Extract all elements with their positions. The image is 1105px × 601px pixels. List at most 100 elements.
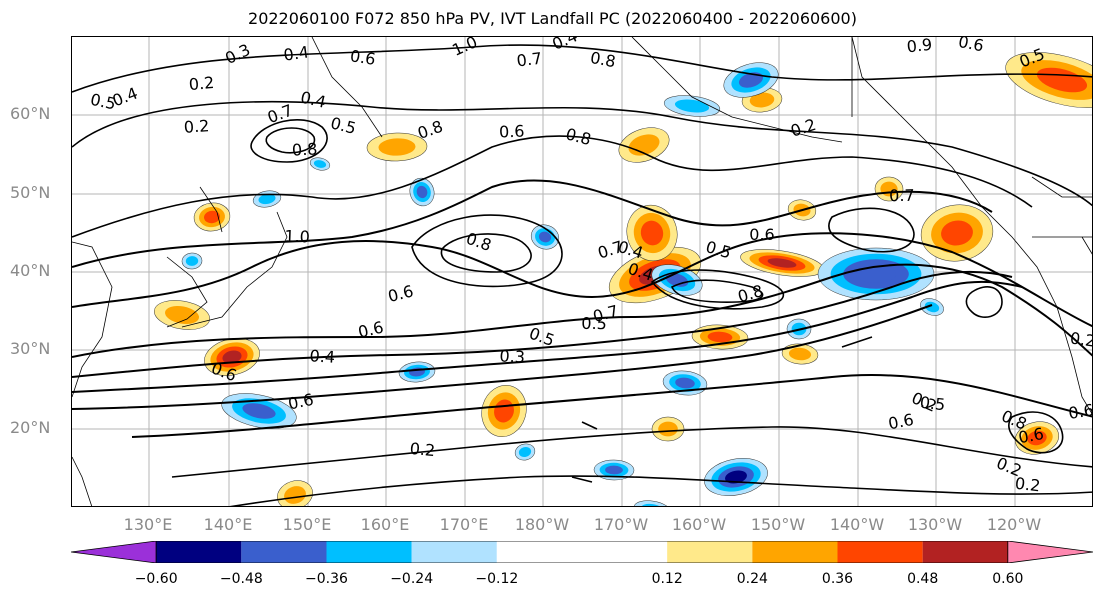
ivt-shade-patch — [222, 350, 242, 364]
pv-contour — [265, 127, 316, 154]
colorbar-segment — [922, 541, 1008, 563]
ivt-shade-patch — [258, 193, 276, 205]
ivt-shade-patch — [538, 231, 552, 243]
contour-label: 0.2 — [1014, 474, 1042, 496]
contour-label: 0.8 — [292, 139, 318, 159]
contour-label: 0.5 — [89, 90, 118, 114]
ivt-shade-patch — [518, 447, 532, 457]
pv-contour — [229, 475, 1092, 506]
colorbar-tick-label: −0.48 — [219, 571, 263, 587]
coastline-path — [1031, 176, 1092, 255]
colorbar-segment — [156, 541, 242, 563]
pv-contour — [72, 280, 1023, 393]
pv-contour — [72, 135, 1033, 238]
map-canvas[interactable]: 0.3 0.4 0.6 1.0 0.7 0.80.4 0.9 0.60.50.20.50.40… — [72, 37, 1093, 507]
pv-contour — [72, 101, 1092, 207]
pv-contour — [411, 214, 563, 288]
pv-contour — [72, 270, 1013, 378]
pv-contour — [72, 232, 1092, 328]
contour-label: 0.2 — [188, 73, 215, 94]
pv-contour — [571, 336, 873, 483]
coastline-path — [199, 186, 223, 233]
ivt-shade-patch — [674, 99, 710, 113]
colorbar-segment — [752, 541, 838, 563]
lon-label: 180°W — [514, 515, 570, 534]
ivt-shade-patch — [941, 220, 973, 246]
pv-contour — [1008, 411, 1064, 454]
colorbar-segment — [326, 541, 412, 563]
pv-contour — [72, 179, 993, 268]
colorbar-tick-label: −0.36 — [305, 571, 348, 587]
lon-label: 170°W — [593, 515, 649, 534]
lat-label: 40°N — [10, 261, 51, 280]
coastline-path — [631, 37, 843, 143]
coastline-path — [181, 211, 288, 328]
contour-label: 0.2 — [788, 115, 818, 141]
colorbar-segment — [667, 541, 753, 563]
contour-label: 0.8 — [564, 124, 594, 149]
contour-label: 0.8 — [464, 229, 494, 255]
colorbar-tick-label: −0.24 — [390, 571, 434, 587]
colorbar-extend-right — [1007, 541, 1093, 563]
ivt-shade-patch — [640, 220, 664, 246]
pv-contour — [670, 279, 764, 303]
pv-contour — [828, 207, 915, 253]
colorbar-tick-label: −0.60 — [134, 571, 178, 587]
colorbar-segment — [496, 541, 668, 563]
lon-label: 140°E — [203, 515, 253, 534]
coastline-path — [851, 37, 1092, 238]
pv-contour — [171, 426, 1092, 478]
contour-label: 0.6 — [286, 390, 315, 414]
coastline-path — [72, 456, 93, 506]
lon-label: 170°E — [439, 515, 489, 534]
lat-label: 60°N — [10, 104, 51, 123]
coastline-path — [851, 37, 1092, 415]
lon-label: 130°W — [907, 515, 963, 534]
pv-contour — [131, 374, 1092, 438]
ivt-shade-patch — [242, 403, 276, 419]
contour-label: 0.6 — [1017, 424, 1045, 447]
coastlines — [72, 37, 1092, 506]
ivt-shade-patch — [164, 306, 200, 324]
lat-label: 30°N — [10, 339, 51, 358]
ivt-shade-patch — [767, 258, 797, 268]
colorbar-segment — [411, 541, 497, 563]
ivt-shade-patch — [855, 265, 897, 283]
ivt-shade-patch — [416, 185, 428, 199]
contour-label: 0.2 — [183, 116, 210, 137]
contour-label: 0.7 — [591, 301, 621, 326]
ivt-shade-patch — [788, 347, 812, 361]
colorbar-tick-label: 0.48 — [907, 571, 939, 587]
coastline-path — [72, 241, 113, 398]
contour-label: 0.2 — [1069, 328, 1093, 350]
contour-label: 0.7 — [265, 101, 295, 128]
lon-label: 160°W — [671, 515, 727, 534]
contour-label: 0.6 — [386, 281, 415, 306]
ivt-shade-patch — [707, 331, 733, 343]
contour-label: 0.6 — [957, 37, 986, 55]
map-panel[interactable]: 0.3 0.4 0.6 1.0 0.7 0.8 0.4 0.9 0.6 0.5 0.2 0.5 0.4 0… — [71, 36, 1093, 507]
contour-label: 0.3 — [222, 40, 253, 68]
ivt-shade-patch — [633, 500, 671, 506]
colorbar-tick-label: 0.24 — [736, 571, 768, 587]
coastline-path — [166, 256, 208, 328]
colorbar-tick-label: −0.12 — [475, 571, 519, 587]
coastline-path — [311, 37, 383, 138]
ivt-shade-patch — [738, 72, 764, 88]
contour-label: 0.4 — [549, 37, 580, 54]
pv-contour — [965, 286, 1003, 318]
contour-label: 0.8 — [589, 48, 617, 71]
ivt-shade-patch — [658, 421, 678, 437]
ivt-shade-patch — [924, 301, 940, 313]
contour-label: 0.8 — [415, 117, 445, 143]
map-title: 2022060100 F072 850 hPa PV, IVT Landfall… — [248, 9, 857, 28]
colorbar-segment — [241, 541, 327, 563]
ivt-shade-patch — [313, 160, 327, 168]
ivt-shade-patch — [185, 256, 199, 266]
contour-label: 0.6 — [349, 46, 377, 69]
pv-contour — [650, 269, 785, 310]
contour-label: 1.0 — [284, 227, 310, 247]
contour-label: 0.5 — [329, 113, 358, 138]
lon-label: 150°W — [750, 515, 806, 534]
contour-label: 0.6 — [356, 318, 385, 342]
